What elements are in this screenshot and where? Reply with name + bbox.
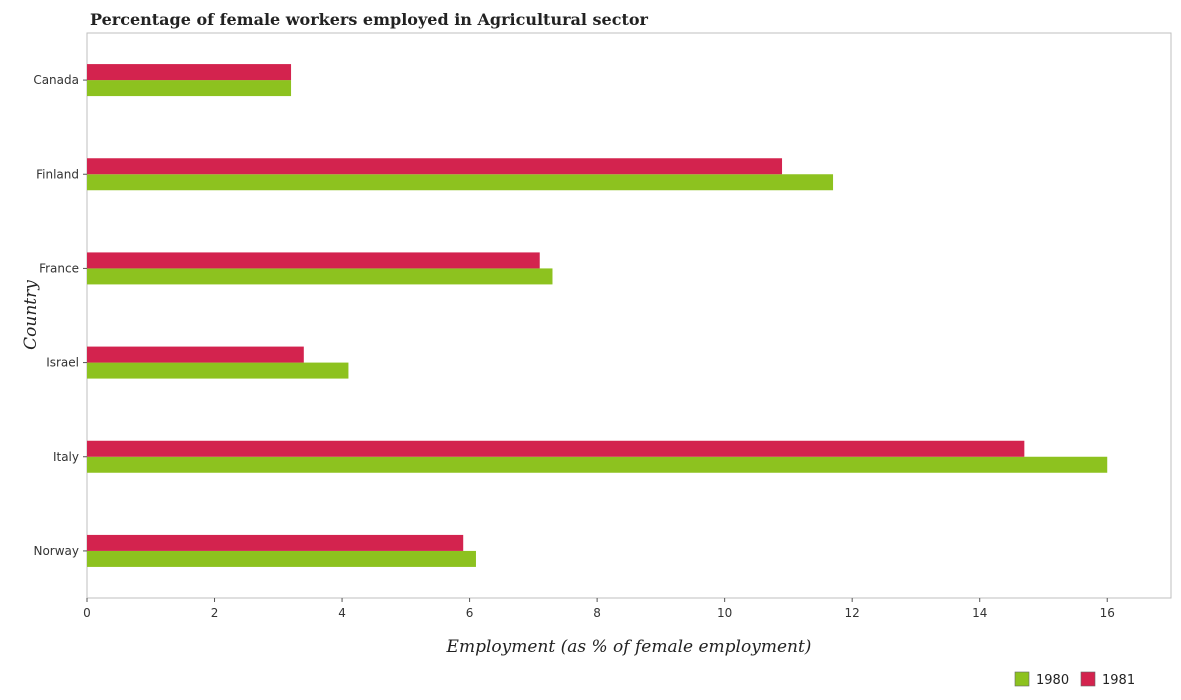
x-tick-label: 16 [1100, 606, 1115, 620]
y-tick-label: France [39, 261, 79, 275]
y-tick-label: Norway [33, 544, 79, 558]
legend-label-1980: 1980 [1036, 673, 1069, 688]
y-tick-label: Canada [33, 73, 79, 87]
bars-layer [87, 64, 1108, 567]
bar-1981-finland [87, 158, 783, 175]
bar-1981-france [87, 252, 540, 269]
legend-swatch-1980 [1014, 671, 1030, 687]
bar-1981-canada [87, 64, 292, 81]
bar-1980-italy [87, 456, 1108, 473]
plot-frame [86, 32, 1172, 599]
legend-swatch-1981 [1080, 671, 1096, 687]
plot-area: Canada Finland France Israel Italy Norway 0 2 4… [33, 32, 1172, 620]
bar-1980-norway [87, 550, 476, 567]
bar-1981-israel [87, 346, 304, 363]
chart-title: Percentage of female workers employed in… [90, 10, 649, 29]
y-axis-ticks: Canada Finland France Israel Italy Norway [33, 73, 87, 558]
x-tick-label: 8 [593, 606, 601, 620]
y-tick-label: Israel [46, 356, 79, 370]
bar-1980-finland [87, 174, 834, 191]
x-tick-label: 12 [845, 606, 860, 620]
x-tick-label: 6 [466, 606, 474, 620]
x-tick-label: 10 [717, 606, 732, 620]
bar-1981-italy [87, 440, 1025, 457]
x-tick-label: 0 [83, 606, 91, 620]
y-axis-title: Country [21, 280, 41, 350]
bar-1980-israel [87, 362, 349, 379]
x-tick-label: 14 [972, 606, 987, 620]
x-axis-title: Employment (as % of female employment) [446, 637, 812, 657]
bar-1980-france [87, 268, 553, 285]
x-tick-label: 4 [338, 606, 346, 620]
x-tick-label: 2 [211, 606, 219, 620]
legend-label-1981: 1981 [1102, 673, 1135, 688]
y-tick-label: Finland [36, 167, 79, 181]
bar-1981-norway [87, 534, 464, 551]
x-axis-ticks: 0 2 4 6 8 10 12 14 16 [83, 598, 1115, 620]
y-tick-label: Italy [53, 450, 79, 464]
legend: 1980 1981 [1014, 671, 1135, 688]
bar-1980-canada [87, 80, 292, 97]
